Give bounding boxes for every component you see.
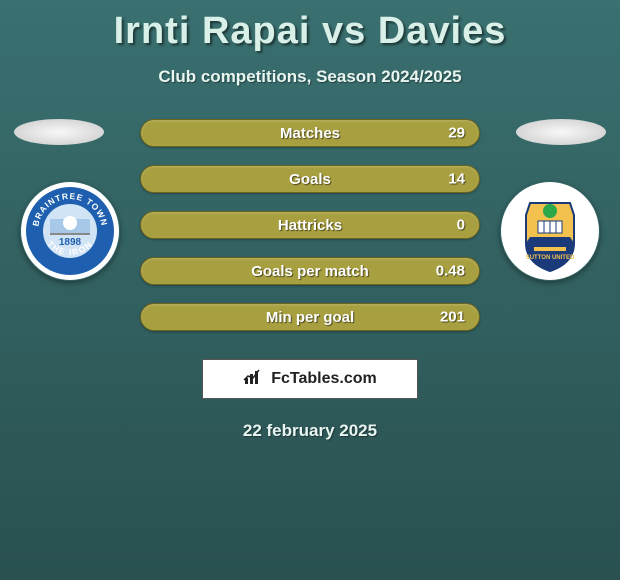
- stat-row-hattricks: Hattricks 0: [140, 211, 480, 239]
- stat-label: Goals per match: [251, 263, 369, 280]
- brand-text: FcTables.com: [271, 370, 377, 388]
- stat-value-right: 29: [448, 125, 465, 142]
- svg-text:1898: 1898: [59, 237, 82, 248]
- club-badge-right: SUTTON UNITED: [500, 181, 600, 281]
- stat-value-right: 201: [440, 309, 465, 326]
- stat-value-right: 14: [448, 171, 465, 188]
- player-right-placeholder: [516, 119, 606, 145]
- comparison-area: BRAINTREE TOWN THE IRON 1898: [0, 119, 620, 441]
- stat-row-goals-per-match: Goals per match 0.48: [140, 257, 480, 285]
- stat-value-right: 0.48: [436, 263, 465, 280]
- club-badge-left: BRAINTREE TOWN THE IRON 1898: [20, 181, 120, 281]
- stats-column: Matches 29 Goals 14 Hattricks 0 Goals pe…: [140, 119, 480, 331]
- stat-row-min-per-goal: Min per goal 201: [140, 303, 480, 331]
- stat-label: Goals: [289, 171, 331, 188]
- subtitle: Club competitions, Season 2024/2025: [0, 67, 620, 87]
- player-left-placeholder: [14, 119, 104, 145]
- braintree-badge-icon: BRAINTREE TOWN THE IRON 1898: [20, 181, 120, 281]
- stat-value-right: 0: [457, 217, 465, 234]
- stat-label: Matches: [280, 125, 340, 142]
- svg-text:SUTTON UNITED: SUTTON UNITED: [526, 255, 575, 261]
- brand-watermark: FcTables.com: [202, 359, 418, 399]
- page-title: Irnti Rapai vs Davies: [0, 0, 620, 53]
- stat-label: Hattricks: [278, 217, 342, 234]
- stat-label: Min per goal: [266, 309, 354, 326]
- stat-row-goals: Goals 14: [140, 165, 480, 193]
- date-text: 22 february 2025: [0, 421, 620, 441]
- chart-icon: [243, 368, 265, 391]
- stat-row-matches: Matches 29: [140, 119, 480, 147]
- sutton-badge-icon: SUTTON UNITED: [500, 181, 600, 281]
